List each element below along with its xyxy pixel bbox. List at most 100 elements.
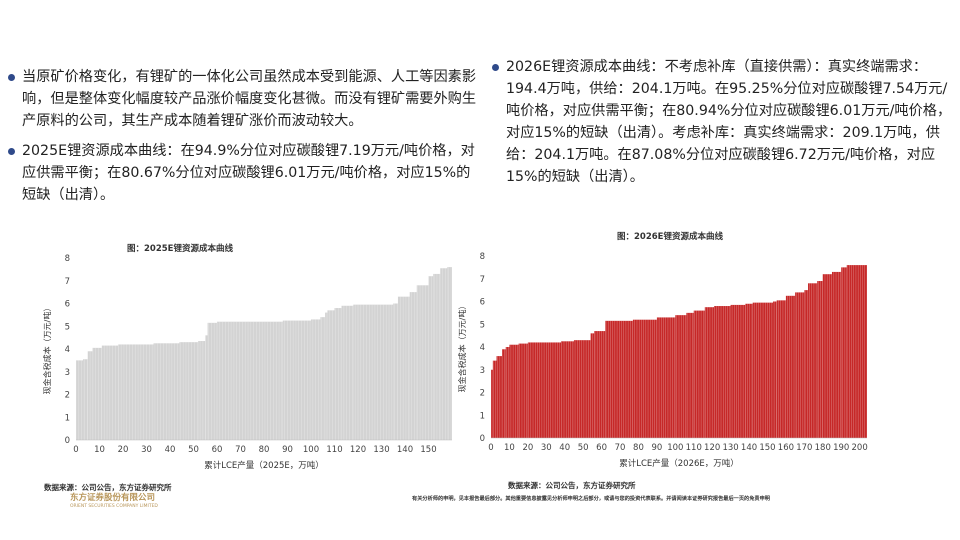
x-tick-label: 80	[259, 445, 270, 455]
cost-bar	[207, 322, 217, 440]
x-tick-label: 30	[541, 443, 552, 453]
y-tick-label: 0	[480, 434, 485, 444]
bullet-dot-icon	[492, 64, 499, 71]
x-tick-label: 100	[667, 443, 683, 453]
y-tick-label: 5	[480, 320, 485, 330]
x-tick-label: 10	[504, 443, 515, 453]
x-tick-label: 0	[73, 445, 78, 455]
cost-bar	[153, 343, 180, 440]
cost-bar	[205, 335, 208, 440]
x-axis-title: 累计LCE产量（2026E，万吨）	[619, 458, 739, 469]
cost-bar	[101, 345, 119, 440]
x-tick-label: 40	[559, 443, 570, 453]
y-tick-label: 7	[480, 275, 485, 285]
x-axis-title: 累计LCE产量（2025E，万吨）	[204, 460, 324, 471]
y-tick-label: 8	[65, 254, 70, 264]
x-tick-label: 150	[759, 443, 775, 453]
cost-bar	[518, 343, 528, 438]
y-tick-label: 5	[65, 322, 70, 332]
cost-bar	[433, 273, 441, 440]
cost-bar	[704, 307, 715, 438]
cost-bar	[428, 276, 434, 440]
right-source-note: 数据来源：公司公告，东方证券研究所	[508, 481, 636, 490]
cost-bar	[491, 369, 493, 438]
cost-bar	[505, 347, 510, 438]
cost-bar	[440, 268, 448, 440]
cost-bar	[76, 360, 84, 440]
cost-bar	[502, 349, 506, 438]
x-tick-label: 180	[815, 443, 831, 453]
cost-bar	[327, 310, 335, 440]
x-tick-label: 200	[852, 443, 868, 453]
cost-bar	[841, 267, 847, 438]
cost-bar	[808, 283, 818, 438]
left-text-column: 当原矿价格变化，有锂矿的一体化公司虽然成本受到能源、人工等因素影响，但是整体变化…	[8, 66, 478, 214]
brand-name-cn: 东方证券股份有限公司	[70, 493, 156, 503]
cost-bar	[198, 341, 206, 440]
cost-bar	[795, 292, 805, 438]
x-tick-label: 140	[397, 445, 413, 455]
y-tick-label: 3	[480, 366, 485, 376]
cost-bar	[416, 285, 429, 440]
cost-bar	[83, 359, 88, 440]
cost-bar	[831, 271, 842, 438]
cost-bar	[846, 265, 867, 438]
disclaimer-text: 有关分析师的申明，见本报告最后部分。其他重要信息披露见分析师申明之后部分，或请与…	[412, 496, 770, 502]
cost-bar	[817, 281, 823, 438]
cost-bar	[605, 320, 633, 438]
x-tick-label: 120	[350, 445, 366, 455]
x-tick-label: 80	[633, 443, 644, 453]
y-tick-label: 2	[65, 391, 70, 401]
cost-bar	[776, 300, 786, 438]
chart-title-2025: 图：2025E锂资源成本曲线	[127, 244, 233, 254]
bullet-item: 2026E锂资源成本曲线：不考虑补库（直接供需）：真实终端需求：194.4万吨，…	[492, 56, 952, 188]
chart-title-2026: 图：2026E锂资源成本曲线	[617, 232, 723, 242]
cost-bar	[714, 306, 731, 438]
cost-bar	[804, 290, 809, 438]
x-tick-label: 150	[420, 445, 436, 455]
x-tick-label: 110	[326, 445, 342, 455]
left-source-note: 数据来源：公司公告，东方证券研究所	[44, 483, 172, 492]
right-text-column: 2026E锂资源成本曲线：不考虑补库（直接供需）：真实终端需求：194.4万吨，…	[492, 56, 952, 196]
cost-bar	[675, 315, 687, 438]
cost-bar	[393, 303, 398, 440]
x-tick-label: 50	[578, 443, 589, 453]
cost-bar	[397, 296, 410, 440]
x-tick-label: 100	[303, 445, 319, 455]
cost-bar	[409, 292, 417, 440]
cost-bar	[590, 333, 595, 438]
y-tick-label: 8	[480, 252, 485, 262]
bullet-text: 2025E锂资源成本曲线：在94.9%分位对应碳酸锂7.19万元/吨价格，对应供…	[22, 143, 475, 203]
x-tick-label: 90	[651, 443, 662, 453]
cost-bar	[447, 267, 452, 440]
x-tick-label: 40	[165, 445, 176, 455]
x-tick-label: 160	[778, 443, 794, 453]
bullet-dot-icon	[8, 148, 15, 155]
y-tick-label: 4	[480, 343, 485, 353]
y-axis-title: 现金含税成本（万元/吨）	[457, 302, 467, 393]
cost-bar	[656, 317, 676, 438]
x-tick-label: 130	[722, 443, 738, 453]
x-tick-label: 20	[118, 445, 129, 455]
y-axis-title: 现金含税成本（万元/吨）	[42, 304, 52, 395]
y-tick-label: 6	[480, 298, 485, 308]
y-tick-label: 3	[65, 368, 70, 378]
x-tick-label: 20	[522, 443, 533, 453]
bullet-item: 当原矿价格变化，有锂矿的一体化公司虽然成本受到能源、人工等因素影响，但是整体变化…	[8, 66, 478, 132]
x-tick-label: 60	[596, 443, 607, 453]
cost-bar	[594, 331, 606, 438]
cost-bar	[282, 320, 311, 440]
cost-bar	[118, 344, 154, 440]
cost-bar	[785, 295, 796, 438]
y-tick-label: 2	[480, 389, 485, 399]
x-tick-label: 190	[833, 443, 849, 453]
x-tick-label: 90	[282, 445, 293, 455]
x-tick-label: 110	[686, 443, 702, 453]
cost-bar	[334, 308, 342, 440]
x-tick-label: 70	[615, 443, 626, 453]
y-tick-label: 6	[65, 300, 70, 310]
x-tick-label: 140	[741, 443, 757, 453]
cost-bar	[573, 340, 591, 438]
x-tick-label: 50	[188, 445, 199, 455]
